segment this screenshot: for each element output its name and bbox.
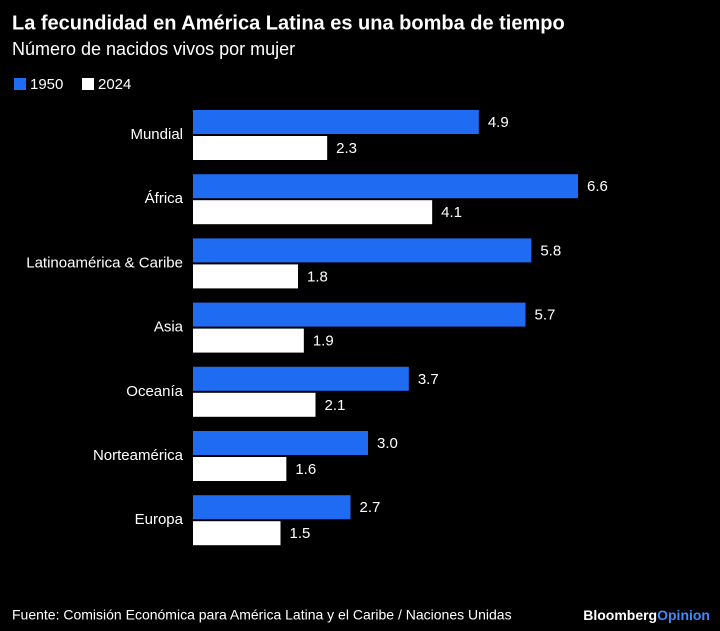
value-label: 2.3 (336, 140, 357, 157)
bar (193, 238, 532, 263)
category-label: Mundial (130, 126, 183, 143)
brand: BloombergOpinion (583, 607, 710, 623)
value-label: 4.1 (441, 204, 462, 221)
bar (193, 200, 433, 225)
legend-swatch (82, 78, 94, 90)
chart-title: La fecundidad en América Latina es una b… (12, 12, 565, 34)
category-label: Asia (154, 319, 184, 336)
bar (193, 431, 368, 455)
legend-label: 2024 (98, 76, 131, 93)
value-label: 1.5 (290, 525, 311, 542)
bar (193, 521, 281, 546)
value-label: 1.8 (307, 268, 328, 285)
value-label: 3.7 (418, 371, 439, 388)
bar (193, 302, 526, 327)
bar (193, 136, 328, 160)
value-label: 4.9 (488, 114, 509, 131)
legend-label: 1950 (30, 76, 63, 93)
source: Fuente: Comisión Económica para América … (12, 607, 512, 623)
value-label: 5.7 (535, 307, 556, 324)
value-label: 6.6 (587, 178, 608, 195)
legend-swatch (14, 78, 26, 90)
category-label: Norteamérica (93, 447, 184, 464)
value-label: 2.1 (325, 397, 346, 414)
value-label: 5.8 (540, 242, 561, 259)
bar (193, 366, 409, 391)
value-label: 3.0 (377, 435, 398, 452)
chart-subtitle: Número de nacidos vivos por mujer (12, 39, 295, 59)
bar (193, 328, 304, 353)
brand-name: Bloomberg (583, 607, 657, 623)
bar (193, 457, 287, 481)
bar (193, 264, 298, 289)
category-label: África (145, 190, 184, 207)
category-label: Europa (135, 511, 184, 528)
value-label: 2.7 (360, 499, 381, 516)
bar (193, 392, 316, 417)
value-label: 1.6 (295, 461, 316, 478)
bar (193, 110, 479, 134)
bar (193, 495, 351, 520)
bar (193, 174, 578, 199)
category-label: Latinoamérica & Caribe (26, 254, 183, 271)
value-label: 1.9 (313, 333, 334, 350)
category-label: Oceanía (126, 383, 183, 400)
brand-section: Opinion (657, 607, 710, 623)
